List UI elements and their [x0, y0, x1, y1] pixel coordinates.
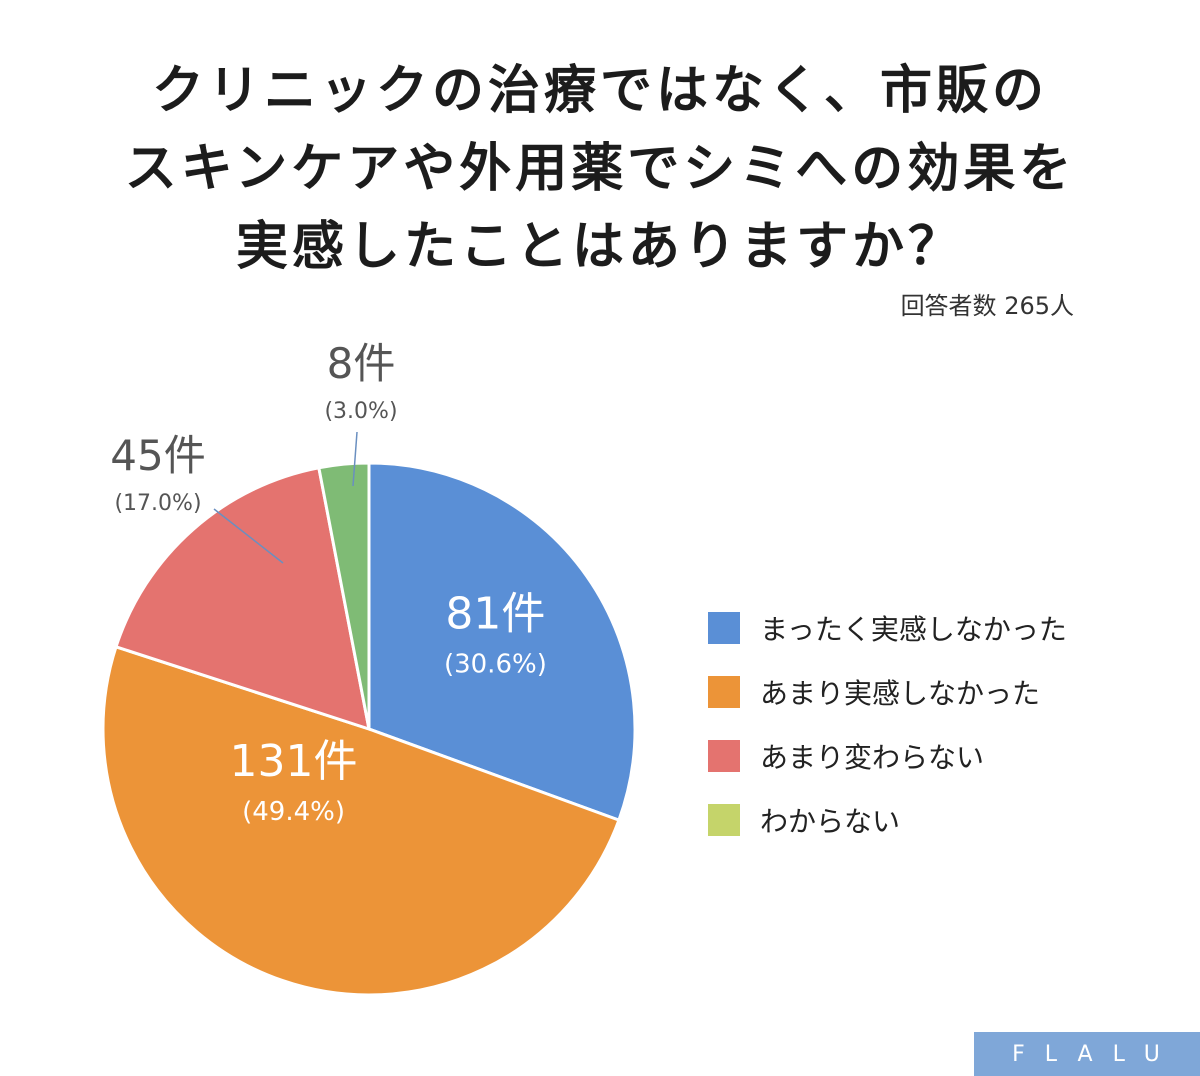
respondent-count: 回答者数 265人	[900, 292, 1074, 320]
slice-not-at-all	[367, 461, 637, 823]
legend-label: あまり変わらない	[760, 741, 985, 774]
slice-not-much	[101, 644, 621, 997]
legend-swatch-orange	[708, 676, 740, 708]
legend-label: わからない	[760, 805, 901, 838]
title-line-3: 実感したことはありますか？	[235, 217, 964, 277]
slice-percent-label: (3.0%)	[324, 399, 397, 424]
title-line-1: クリニックの治療ではなく、市販の	[151, 61, 1048, 121]
title-line-2: スキンケアや外用薬でシミへの効果を	[124, 139, 1076, 199]
legend-label: まったく実感しなかった	[760, 613, 1067, 646]
slice-count-label: 131件	[230, 736, 358, 787]
slice-count-label: 45件	[110, 431, 205, 480]
chart-legend: まったく実感しなかった あまり実感しなかった あまり変わらない わからない	[708, 608, 1067, 864]
legend-swatch-red	[708, 740, 740, 772]
chart-title: クリニックの治療ではなく、市販の スキンケアや外用薬でシミへの効果を 実感したこ…	[0, 52, 1200, 286]
leader-line	[352, 431, 358, 487]
legend-item: わからない	[708, 800, 1067, 840]
legend-item: あまり実感しなかった	[708, 672, 1067, 712]
legend-label: あまり実感しなかった	[760, 677, 1041, 710]
legend-swatch-green	[708, 804, 740, 836]
slice-no-change	[114, 466, 371, 732]
slice-percent-label: (49.4%)	[242, 797, 345, 827]
slice-count-label: 8件	[327, 339, 396, 388]
legend-item: まったく実感しなかった	[708, 608, 1067, 648]
leader-line	[213, 508, 284, 564]
slice-unknown	[317, 461, 371, 730]
flalu-logo: FLALU	[974, 1032, 1200, 1076]
slice-count-label: 81件	[445, 589, 545, 640]
slice-percent-label: (17.0%)	[114, 491, 201, 516]
legend-item: あまり変わらない	[708, 736, 1067, 776]
slice-percent-label: (30.6%)	[444, 650, 547, 680]
legend-swatch-blue	[708, 612, 740, 644]
